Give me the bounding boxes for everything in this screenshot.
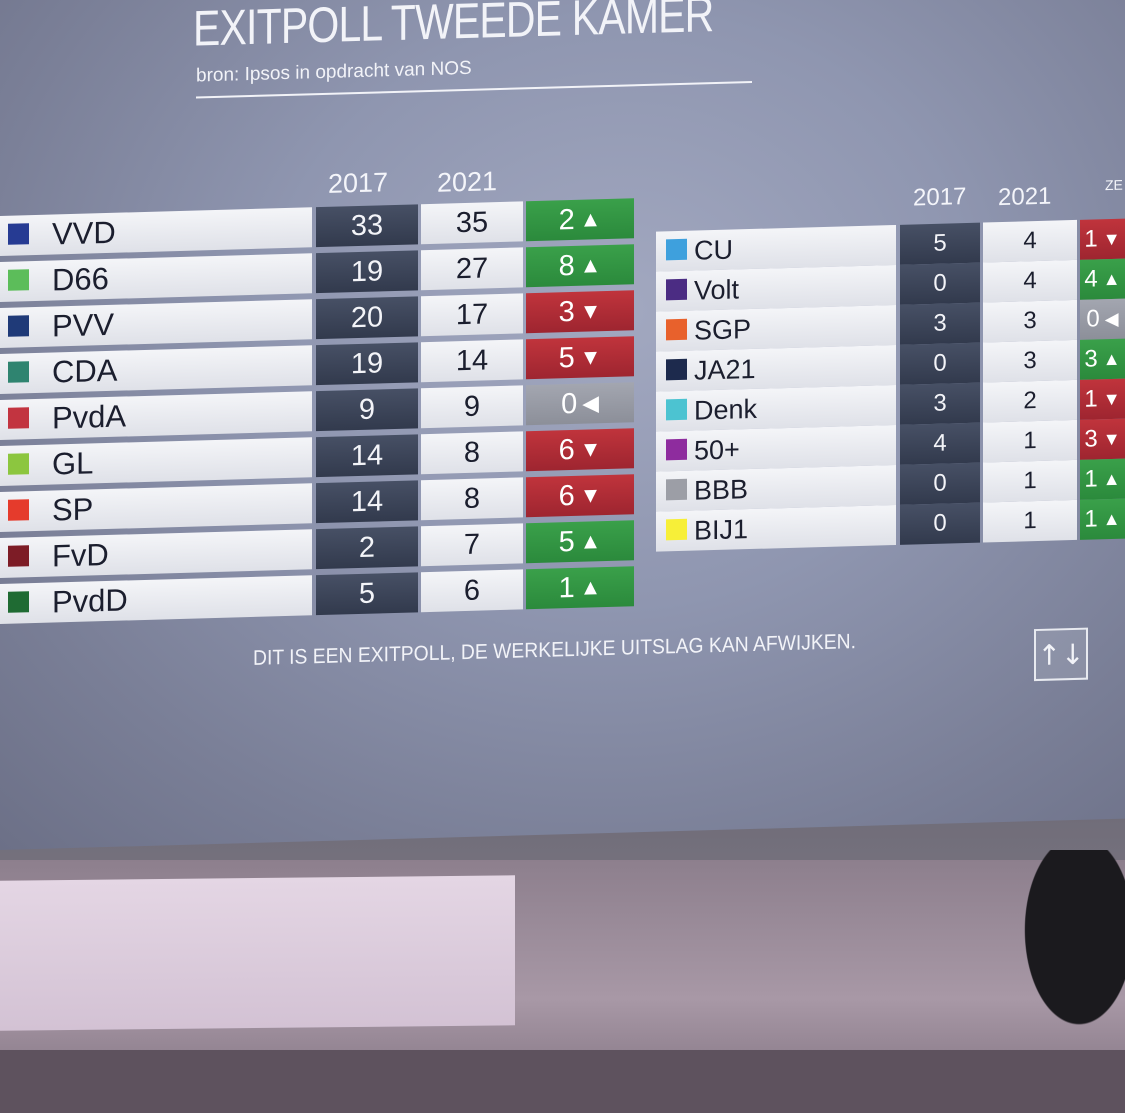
change-down-arrow-icon: ▼	[1102, 428, 1121, 449]
seats-2021-cell: 4	[983, 259, 1077, 303]
party-color-swatch	[666, 478, 687, 501]
party-color-swatch	[666, 438, 687, 461]
seat-change-value: 1	[1084, 465, 1098, 493]
party-name-cell: 50+	[656, 424, 896, 472]
seat-change-value: 1	[558, 571, 575, 604]
seat-change-cell: 1 ▼	[1080, 378, 1125, 420]
seat-change-cell: 1 ▼	[1080, 218, 1125, 260]
seats-2021-cell: 1	[983, 419, 1077, 463]
change-left-arrow-icon: ◀	[1104, 308, 1119, 329]
party-name-cell: BIJ1	[656, 504, 896, 552]
change-up-arrow-icon: ▲	[1102, 508, 1121, 529]
presenter-silhouette	[1010, 850, 1125, 1050]
party-color-swatch	[666, 278, 687, 301]
party-name-cell: Denk	[656, 384, 896, 432]
seats-2017-cell: 0	[900, 462, 980, 505]
seat-change-value: 4	[1084, 265, 1098, 293]
seats-2021-cell: 3	[983, 299, 1077, 343]
change-up-arrow-icon: ▲	[1102, 348, 1121, 369]
seat-change-value: 1	[1084, 225, 1098, 253]
change-up-arrow-icon: ▲	[1102, 468, 1121, 489]
change-up-arrow-icon: ▲	[579, 574, 602, 600]
seats-2017-cell: 3	[900, 302, 980, 345]
seats-2021-cell: 6	[421, 569, 523, 613]
page-title: EXITPOLL TWEEDE KAMER	[193, 0, 714, 57]
party-color-swatch	[666, 398, 687, 421]
party-color-swatch	[8, 223, 29, 245]
party-name-cell: CU	[656, 224, 896, 272]
party-label: JA21	[694, 353, 756, 386]
party-label: CU	[694, 234, 733, 266]
seats-2017-cell: 5	[900, 222, 980, 265]
studio-desk-panel	[0, 875, 515, 1031]
seat-change-value: 1	[1084, 505, 1098, 533]
party-name-cell: PvdD	[0, 575, 312, 624]
seats-2021-cell: 4	[983, 219, 1077, 263]
seats-2017-cell: 5	[316, 572, 418, 616]
party-color-swatch	[666, 238, 687, 261]
source-subtitle: bron: Ipsos in opdracht van NOS	[196, 57, 472, 87]
seats-2021-cell: 1	[983, 499, 1077, 543]
party-label: BBB	[694, 473, 749, 506]
change-up-arrow-icon: ▲	[579, 206, 602, 232]
seats-2021-cell: 3	[983, 339, 1077, 383]
sort-arrows-icon: ↑↓	[1037, 637, 1085, 672]
party-color-swatch	[666, 518, 687, 541]
left-header-2017: 2017	[328, 167, 389, 199]
party-label: BIJ1	[694, 513, 749, 546]
party-name-cell: BBB	[656, 464, 896, 512]
seat-change-cell: 3 ▼	[1080, 418, 1125, 460]
seat-change-value: 3	[1084, 425, 1098, 453]
seat-change-value: 1	[1084, 385, 1098, 413]
party-label: Volt	[694, 273, 740, 306]
party-label: SGP	[694, 313, 752, 346]
seats-2021-cell: 1	[983, 459, 1077, 503]
studio-floor	[0, 1050, 1125, 1113]
seat-change-value: 2	[558, 203, 575, 236]
change-up-arrow-icon: ▲	[1102, 268, 1121, 289]
party-name-cell: SGP	[656, 304, 896, 352]
seat-change-cell: 1 ▲	[526, 566, 634, 610]
party-color-swatch	[666, 358, 687, 381]
party-label: 50+	[694, 433, 740, 466]
seat-change-value: 3	[1084, 345, 1098, 373]
seat-change-value: 0	[1086, 305, 1100, 333]
seats-2017-cell: 4	[900, 422, 980, 465]
seat-change-cell: 1 ▲	[1080, 458, 1125, 500]
change-down-arrow-icon: ▼	[1102, 388, 1121, 409]
seats-2017-cell: 3	[900, 382, 980, 425]
seat-change-cell: 1 ▲	[1080, 498, 1125, 540]
seat-change-cell: 4 ▲	[1080, 258, 1125, 300]
seat-change-cell: 0 ◀	[1080, 298, 1125, 340]
party-name-cell: Volt	[656, 264, 896, 312]
party-color-swatch	[666, 318, 687, 341]
party-name-cell: JA21	[656, 344, 896, 392]
left-header-2021: 2021	[437, 166, 498, 198]
seats-2017-cell: 0	[900, 342, 980, 385]
party-label: Denk	[694, 393, 758, 426]
sort-toggle-button[interactable]: ↑↓	[1034, 627, 1088, 682]
party-label: PvdD	[52, 582, 128, 620]
seat-change-cell: 3 ▲	[1080, 338, 1125, 380]
seats-2021-cell: 2	[983, 379, 1077, 423]
tv-screen: EXITPOLL TWEEDE KAMER bron: Ipsos in opd…	[0, 0, 1125, 850]
disclaimer-text: DIT IS EEN EXITPOLL, DE WERKELIJKE UITSL…	[253, 630, 857, 670]
party-color-swatch	[8, 591, 29, 613]
seats-2017-cell: 0	[900, 262, 980, 305]
seats-2017-cell: 0	[900, 502, 980, 545]
change-down-arrow-icon: ▼	[1102, 228, 1121, 249]
